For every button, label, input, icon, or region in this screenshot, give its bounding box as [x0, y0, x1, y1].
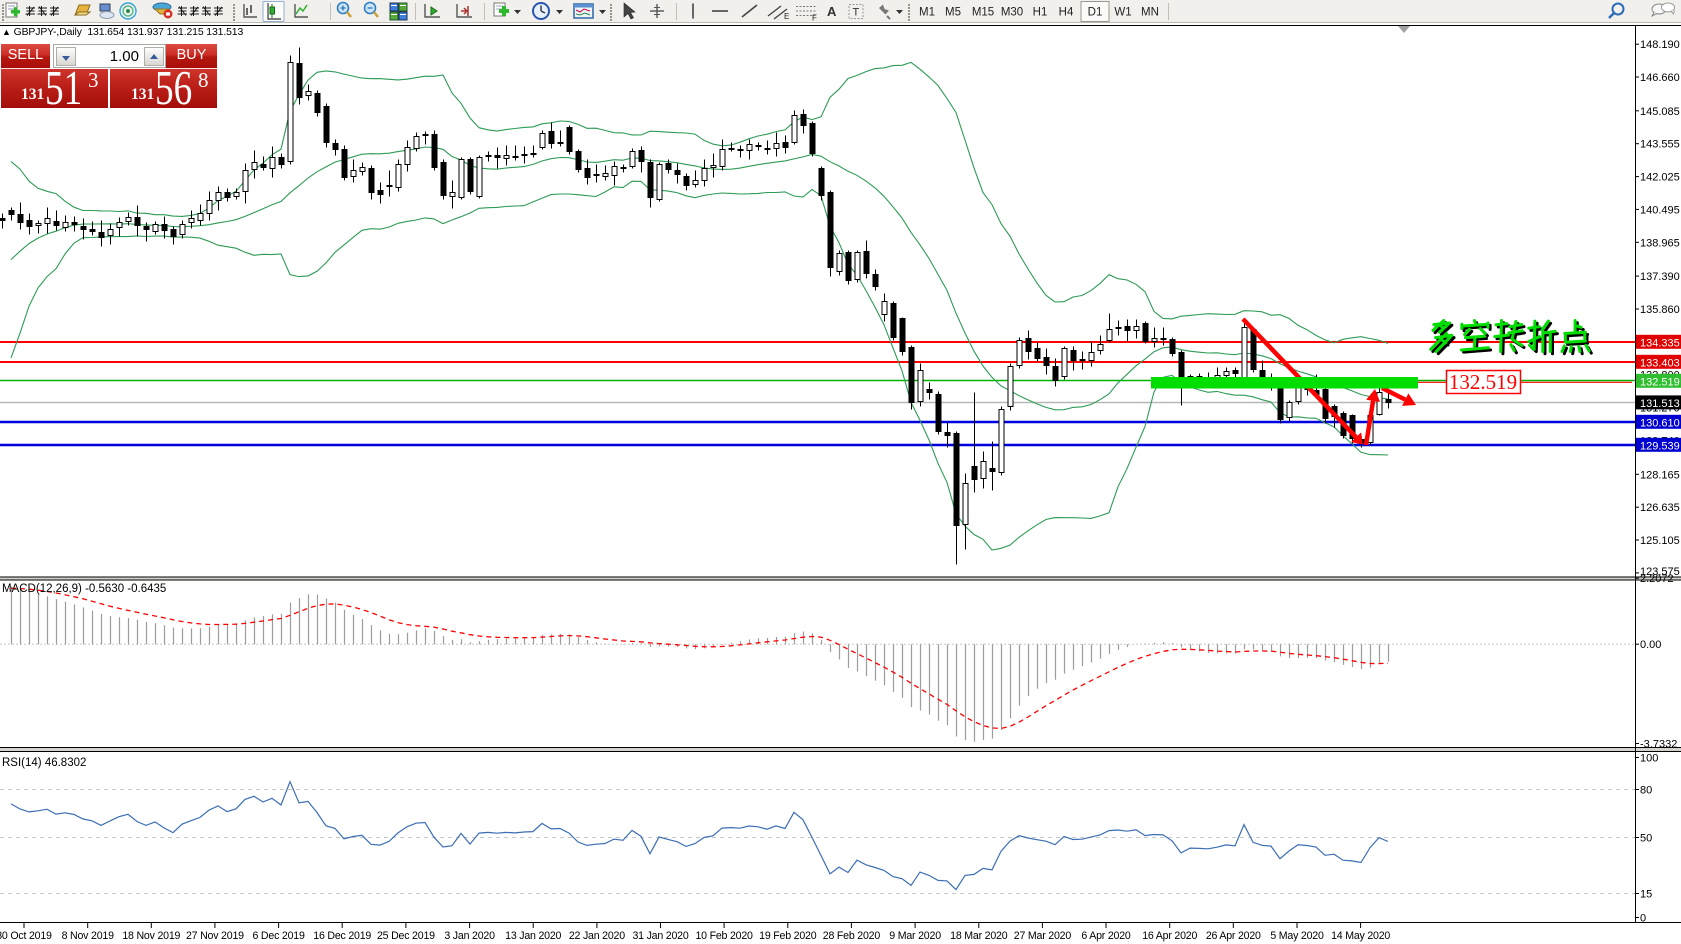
svg-text:25 Dec 2019: 25 Dec 2019 [377, 930, 435, 942]
svg-text:130.610: 130.610 [1640, 417, 1680, 429]
svg-text:137.390: 137.390 [1640, 271, 1680, 283]
svg-text:142.025: 142.025 [1640, 172, 1680, 184]
svg-text:MN: MN [1141, 7, 1159, 19]
svg-text:M5: M5 [945, 7, 961, 19]
svg-text:E: E [784, 12, 789, 21]
svg-text:140.495: 140.495 [1640, 204, 1680, 216]
svg-text:13 Jan 2020: 13 Jan 2020 [505, 930, 561, 942]
svg-text:16 Apr 2020: 16 Apr 2020 [1142, 930, 1197, 942]
svg-text:10 Feb 2020: 10 Feb 2020 [695, 930, 753, 942]
svg-text:14 May 2020: 14 May 2020 [1331, 930, 1390, 942]
svg-text:16 Dec 2019: 16 Dec 2019 [313, 930, 371, 942]
svg-text:T: T [853, 7, 860, 19]
svg-text:22 Jan 2020: 22 Jan 2020 [569, 930, 625, 942]
svg-text:6 Apr 2020: 6 Apr 2020 [1081, 930, 1131, 942]
svg-text:128.165: 128.165 [1640, 469, 1680, 481]
svg-text:30 Oct 2019: 30 Oct 2019 [0, 930, 52, 942]
svg-text:-3.7332: -3.7332 [1640, 739, 1677, 751]
svg-text:129.539: 129.539 [1640, 440, 1680, 452]
svg-text:135.860: 135.860 [1640, 304, 1680, 316]
svg-text:M15: M15 [972, 7, 994, 19]
svg-text:100: 100 [1640, 753, 1658, 765]
svg-text:143.555: 143.555 [1640, 139, 1680, 151]
svg-text:123.575: 123.575 [1640, 566, 1680, 578]
svg-text:131.513: 131.513 [1640, 398, 1680, 410]
svg-text:5 May 2020: 5 May 2020 [1270, 930, 1324, 942]
svg-text:31 Jan 2020: 31 Jan 2020 [632, 930, 688, 942]
svg-text:80: 80 [1640, 785, 1652, 797]
svg-text:F: F [812, 14, 817, 23]
svg-text:146.660: 146.660 [1640, 72, 1680, 84]
svg-text:27 Nov 2019: 27 Nov 2019 [186, 930, 244, 942]
svg-text:28 Feb 2020: 28 Feb 2020 [823, 930, 881, 942]
svg-text:50: 50 [1640, 833, 1652, 845]
svg-text:H1: H1 [1033, 7, 1048, 19]
svg-text:132.519: 132.519 [1640, 376, 1680, 388]
svg-text:138.965: 138.965 [1640, 237, 1680, 249]
svg-text:26 Apr 2020: 26 Apr 2020 [1206, 930, 1261, 942]
svg-text:W1: W1 [1114, 7, 1131, 19]
svg-text:125.105: 125.105 [1640, 535, 1680, 547]
svg-text:6 Dec 2019: 6 Dec 2019 [253, 930, 305, 942]
svg-text:8 Nov 2019: 8 Nov 2019 [62, 930, 114, 942]
svg-text:0: 0 [1640, 913, 1646, 925]
svg-text:18 Nov 2019: 18 Nov 2019 [122, 930, 180, 942]
svg-text:126.635: 126.635 [1640, 502, 1680, 514]
svg-text:H4: H4 [1059, 7, 1074, 19]
svg-text:15: 15 [1640, 889, 1652, 901]
svg-text:134.335: 134.335 [1640, 337, 1680, 349]
svg-text:18 Mar 2020: 18 Mar 2020 [950, 930, 1008, 942]
svg-text:3 Jan 2020: 3 Jan 2020 [444, 930, 495, 942]
svg-text:A: A [827, 4, 837, 19]
svg-text:132.519: 132.519 [1449, 370, 1517, 394]
svg-text:19 Feb 2020: 19 Feb 2020 [759, 930, 817, 942]
svg-text:27 Mar 2020: 27 Mar 2020 [1014, 930, 1072, 942]
svg-text:133.403: 133.403 [1640, 357, 1680, 369]
svg-text:2.2072: 2.2072 [1640, 573, 1674, 585]
svg-text:M30: M30 [1001, 7, 1023, 19]
svg-text:M1: M1 [919, 7, 935, 19]
svg-text:RSI(14) 46.8302: RSI(14) 46.8302 [2, 757, 86, 769]
svg-text:145.085: 145.085 [1640, 106, 1680, 118]
svg-text:0.00: 0.00 [1640, 639, 1661, 651]
svg-text:9 Mar 2020: 9 Mar 2020 [889, 930, 941, 942]
svg-text:MACD(12,26,9) -0.5630 -0.6435: MACD(12,26,9) -0.5630 -0.6435 [2, 583, 166, 595]
svg-text:148.190: 148.190 [1640, 39, 1680, 51]
svg-text:D1: D1 [1088, 7, 1103, 19]
